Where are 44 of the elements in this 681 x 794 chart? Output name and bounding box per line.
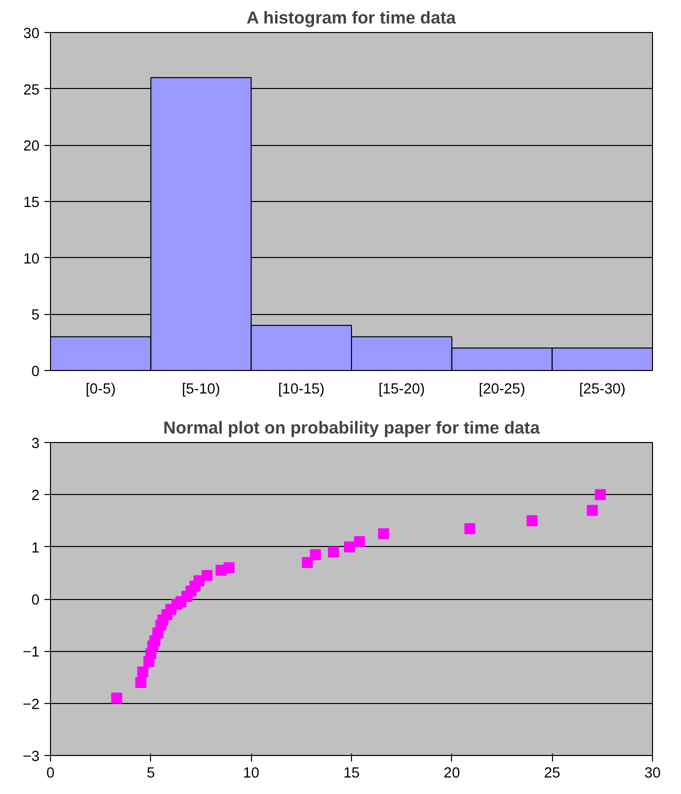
point (137, 666, 148, 678)
y-tick-label: 20 (23, 138, 40, 155)
y-tick-label: −3 (22, 749, 40, 765)
x-tick-label: 0 (46, 766, 55, 782)
x-tick-label: [25-30) (579, 382, 626, 398)
x-tick-label: 30 (644, 766, 661, 782)
point (586, 504, 598, 516)
chart-title: Normal plot on probability paper for time data (163, 418, 540, 438)
x-tick-label: [5-10) (182, 382, 220, 398)
point (310, 549, 321, 560)
x-tick-label: [20-25) (478, 382, 526, 398)
y-tick-label: −1 (22, 644, 40, 661)
x-tick-label: [15-20) (378, 382, 425, 398)
y-tick-label: 0 (31, 364, 40, 380)
point (135, 676, 146, 688)
x-tick-label: [10-15) (278, 382, 325, 398)
x-tick-label: 15 (343, 766, 360, 782)
point (111, 692, 122, 704)
point (202, 570, 213, 582)
y-tick-label: 3 (31, 436, 40, 452)
y-tick-label: 5 (31, 308, 40, 324)
point (464, 523, 476, 534)
y-tick-label: 1 (31, 540, 40, 556)
point (328, 546, 339, 558)
y-tick-label: −2 (22, 696, 40, 713)
point (224, 562, 235, 574)
point (344, 541, 355, 552)
x-tick-label: 25 (544, 766, 560, 782)
y-tick-label: 2 (31, 488, 40, 504)
y-tick-label: 0 (31, 592, 40, 608)
point (354, 536, 366, 548)
chart-title: A histogram for time data (246, 8, 456, 28)
x-tick-label: 20 (444, 766, 460, 782)
y-tick-label: 10 (23, 251, 40, 268)
point (378, 528, 390, 540)
x-tick-label: 10 (243, 766, 260, 782)
y-tick-label: 25 (23, 82, 40, 98)
x-tick-label: [0-5) (86, 382, 116, 398)
y-tick-label: 15 (23, 195, 40, 211)
y-tick-label: 30 (23, 26, 40, 42)
point (594, 489, 606, 500)
point (526, 515, 538, 526)
x-tick-label: 5 (146, 766, 155, 782)
point (302, 556, 313, 568)
